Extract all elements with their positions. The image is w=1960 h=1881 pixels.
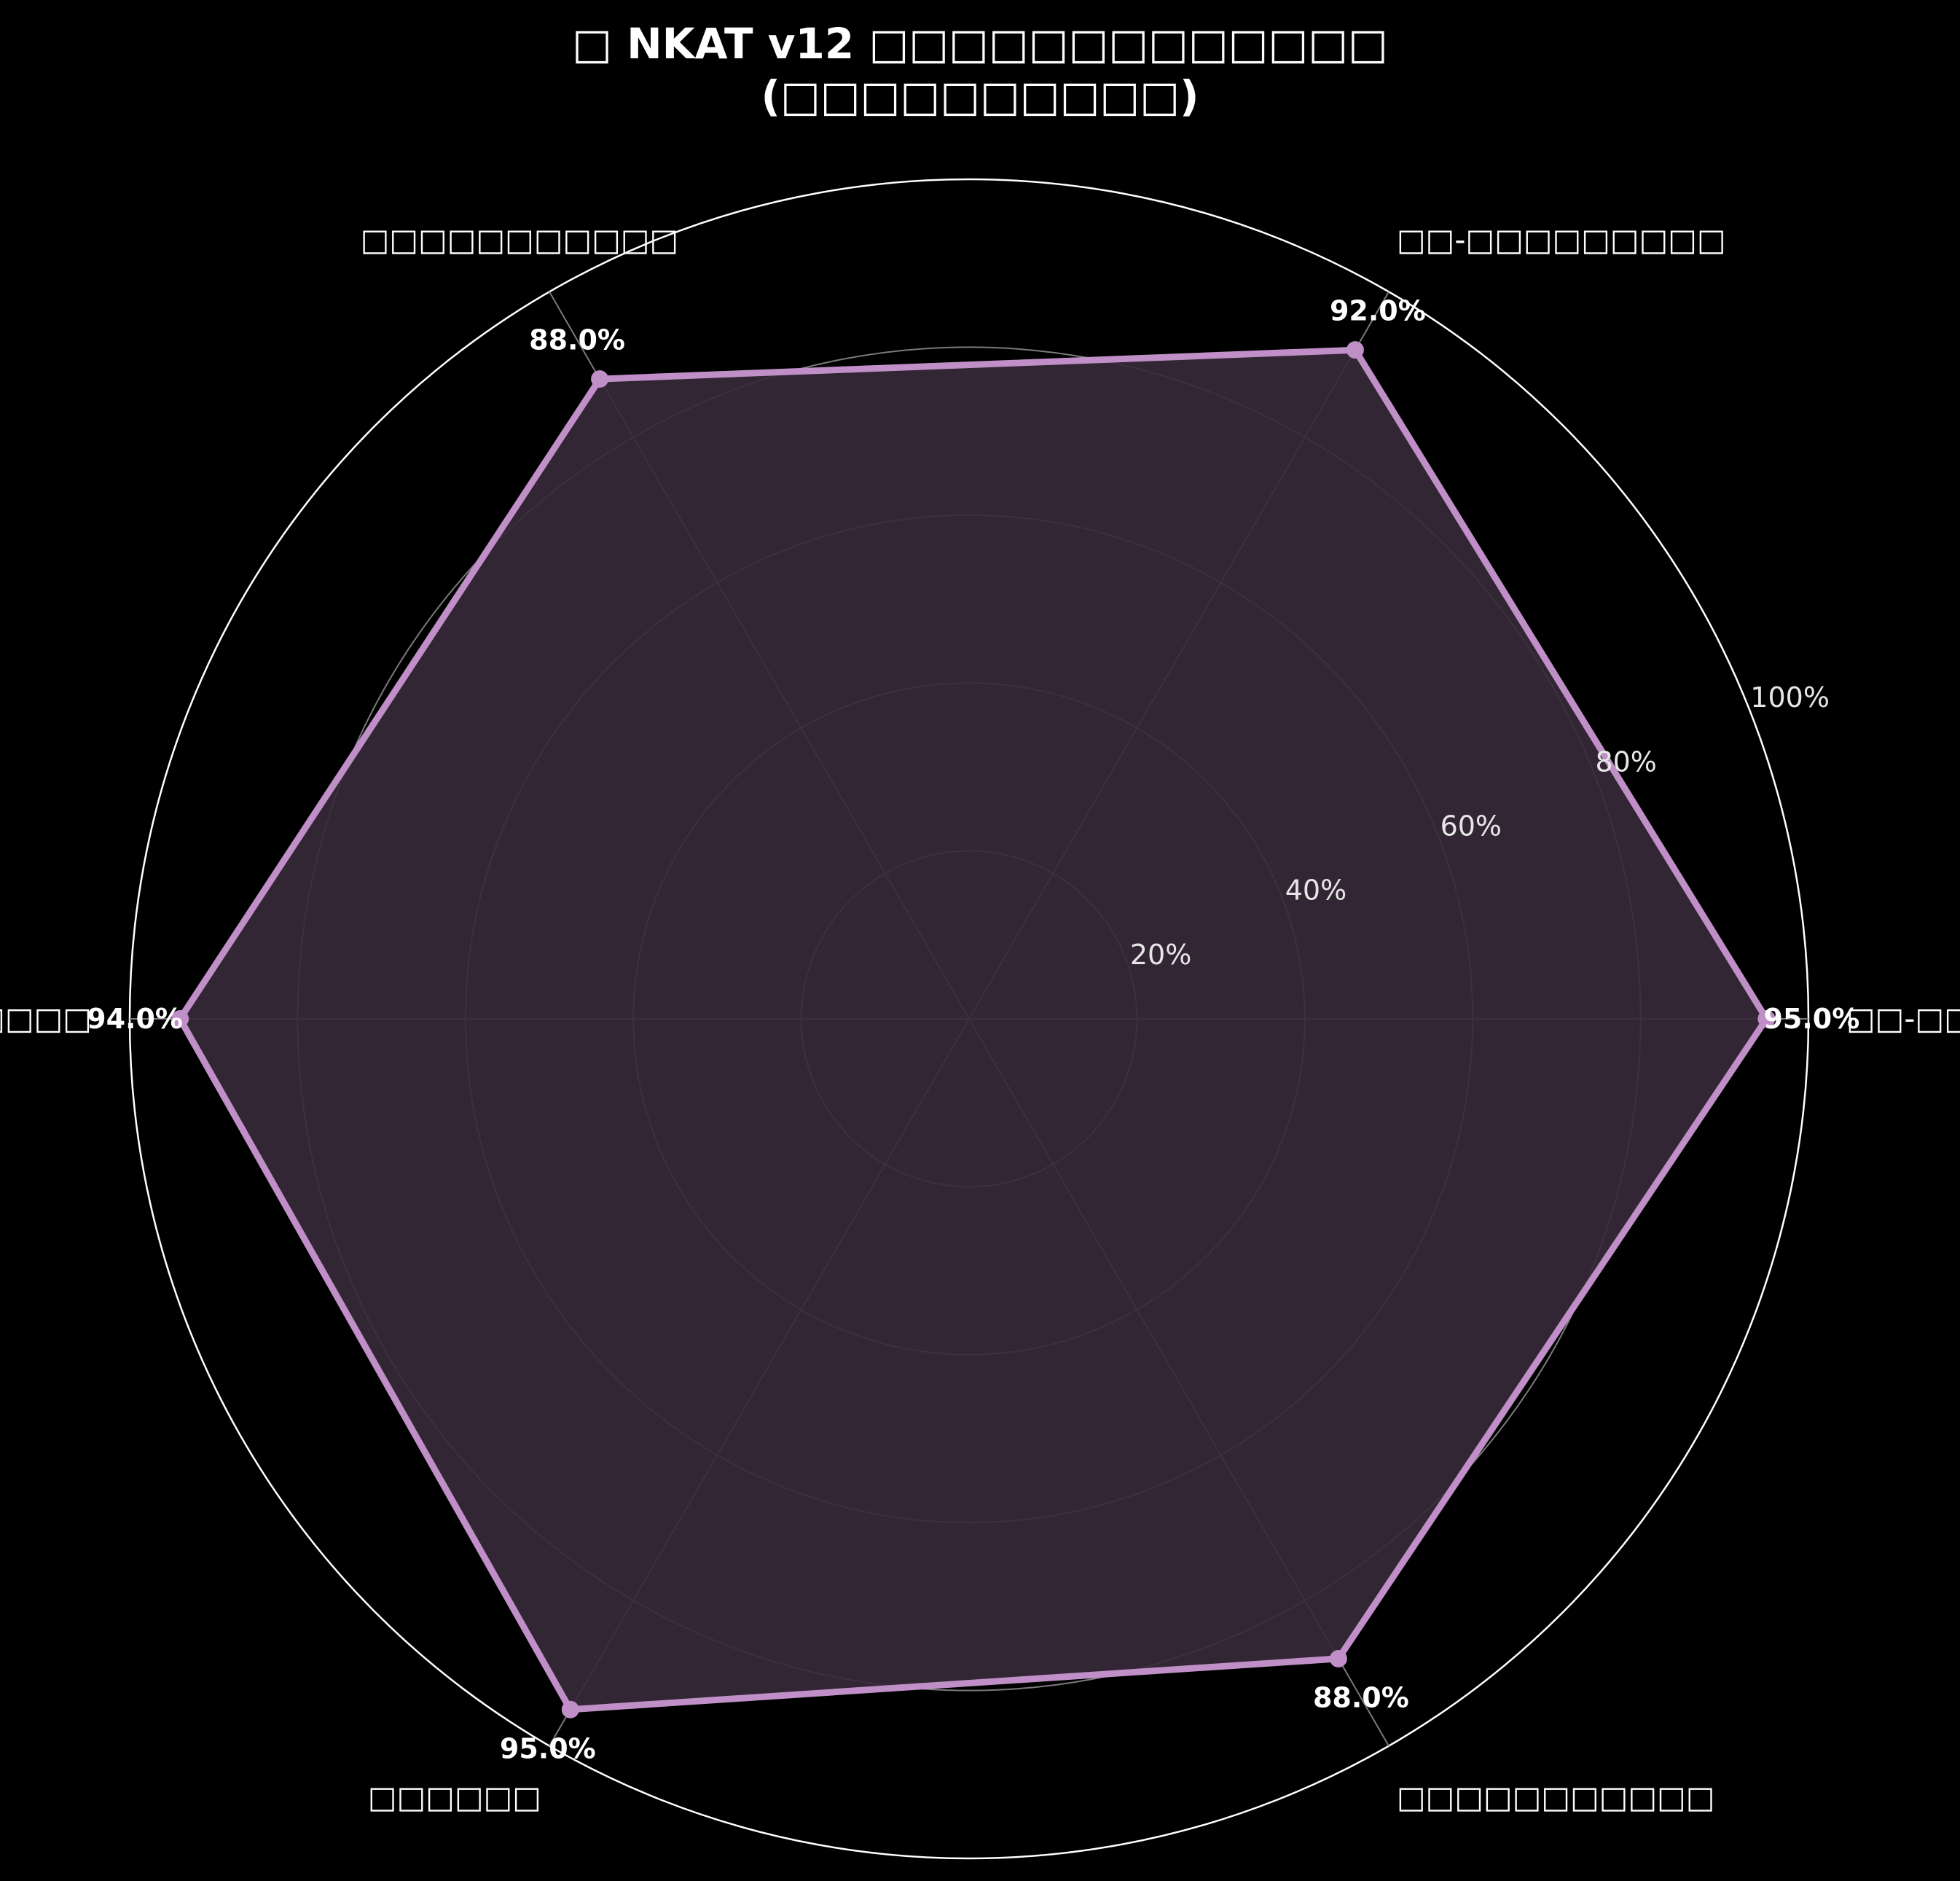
- data-point-1: [1346, 341, 1364, 359]
- chart-title-line-1: □ NKAT v12 □□□□□□□□□□□□□: [572, 19, 1388, 69]
- category-label-1: □□-□□□□□□□□□: [1397, 222, 1726, 257]
- r-tick-label-20: 20%: [1130, 939, 1191, 971]
- data-point-4: [561, 1700, 579, 1718]
- value-label-1: 92.0%: [1330, 295, 1426, 327]
- data-point-3: [171, 1010, 189, 1028]
- value-label-3: 94.0%: [87, 1003, 183, 1035]
- value-label-4: 95.0%: [500, 1733, 596, 1765]
- category-label-4: □□□□□□: [368, 1780, 541, 1815]
- series-area: [176, 346, 1770, 1713]
- category-label-5: □□□□□□□□□□□: [1397, 1780, 1715, 1815]
- data-point-0: [1757, 1010, 1776, 1028]
- category-label-0: □□-□□□□□: [1846, 1001, 1960, 1036]
- chart-title-line-2: (□□□□□□□□□□): [761, 71, 1199, 121]
- data-point-2: [591, 370, 609, 388]
- category-label-2: □□□□□□□□□□□: [361, 222, 679, 257]
- category-label-3: □□□□□□: [0, 1001, 92, 1036]
- data-point-5: [1329, 1649, 1347, 1667]
- value-label-5: 88.0%: [1313, 1682, 1409, 1714]
- value-label-2: 88.0%: [529, 324, 625, 356]
- chart-title: □ NKAT v12 □□□□□□□□□□□□□ (□□□□□□□□□□): [0, 17, 1960, 122]
- r-tick-label-80: 80%: [1595, 746, 1656, 778]
- value-label-0: 95.0%: [1763, 1003, 1859, 1035]
- r-tick-label-100: 100%: [1750, 681, 1830, 713]
- r-tick-label-40: 40%: [1285, 875, 1346, 907]
- r-tick-label-60: 60%: [1440, 810, 1502, 842]
